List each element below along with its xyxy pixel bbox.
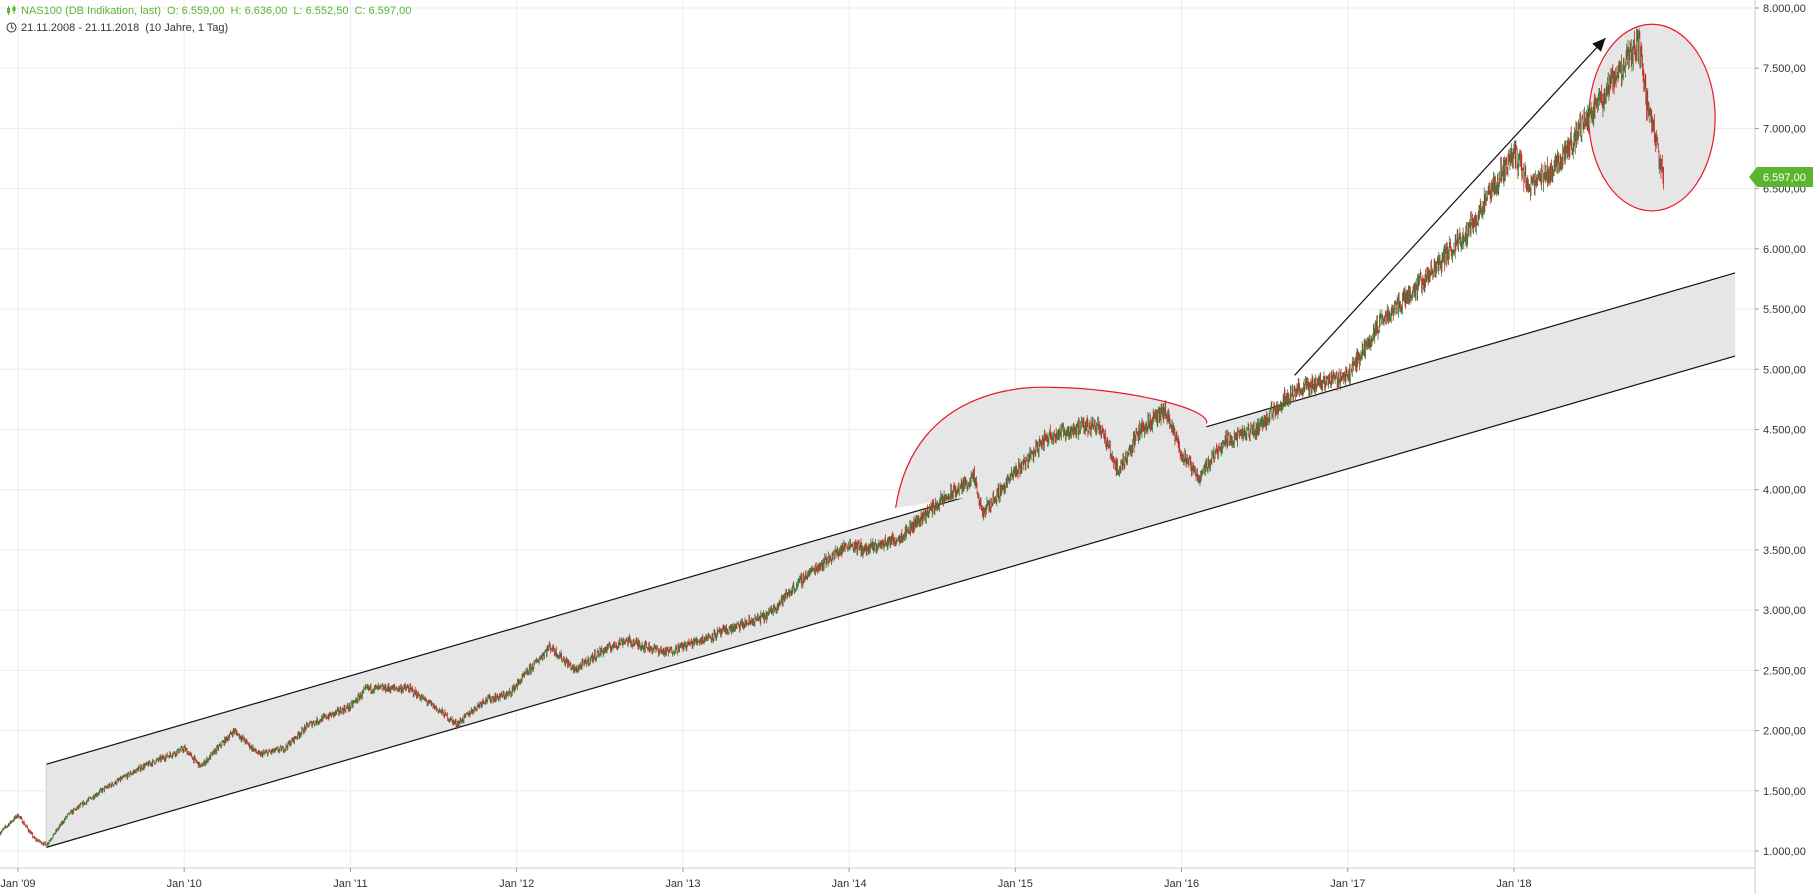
x-tick-label: Jan '14 [832,878,867,890]
y-tick-label: 4.500,00 [1763,425,1806,437]
x-tick-label: Jan '11 [333,878,367,890]
instrument-name: NAS100 (DB Indikation, last) [21,5,162,17]
last-price-marker: 6.597,00 [1749,166,1813,187]
channel-upper-line [46,272,1736,765]
last-price-tag [1749,166,1813,187]
y-tick-label: 6.000,00 [1763,244,1806,256]
x-tick-label: Jan '16 [1164,878,1199,890]
x-tick-label: Jan '17 [1330,878,1365,890]
x-tick-label: Jan '10 [167,878,202,890]
y-tick-label: 2.500,00 [1763,665,1806,677]
y-tick-label: 1.500,00 [1763,786,1806,798]
trend-arrow [1294,37,1606,376]
y-tick-label: 8.000,00 [1763,3,1806,15]
y-tick-label: 3.000,00 [1763,605,1806,617]
low-value: L: 6.552,50 [293,5,349,17]
period-label: (10 Jahre, 1 Tag) [145,22,229,34]
y-tick-label: 5.000,00 [1763,364,1806,376]
date-range: 21.11.2008 - 21.11.2018 [21,22,140,34]
grid-lines [0,0,1756,894]
last-price-label: 6.597,00 [1763,172,1806,184]
high-value: H: 6.636,00 [230,5,288,17]
close-value: C: 6.597,00 [354,5,412,17]
candlestick-series [0,27,1664,847]
channel-fill [46,272,1736,848]
y-tick-label: 7.000,00 [1763,123,1806,135]
y-tick-label: 2.000,00 [1763,726,1806,738]
x-axis: Jan '09 Jan '10 Jan '11 Jan '12 Jan '13 Jan '… [0,868,1532,890]
arrow-head [1592,38,1606,52]
y-tick-label: 5.500,00 [1763,304,1806,316]
y-tick-label: 3.500,00 [1763,545,1806,557]
open-value: O: 6.559,00 [167,5,225,17]
x-tick-label: Jan '15 [998,878,1033,890]
x-tick-label: Jan '13 [665,878,700,890]
x-tick-label: Jan '18 [1496,878,1531,890]
chart-header: NAS100 (DB Indikation, last) O: 6.559,00 H… [6,5,417,17]
x-tick-label: Jan '09 [0,878,35,890]
chart-range: 21.11.2008 - 21.11.2018 (10 Jahre, 1 Tag) [6,22,234,34]
y-axis: 1.000,00 1.500,00 2.000,00 2.500,00 3.000,00… [1755,3,1806,858]
candlestick-icon [7,5,16,15]
y-tick-label: 4.000,00 [1763,485,1806,497]
y-tick-label: 7.500,00 [1763,63,1806,75]
channel-lower-line [46,355,1736,848]
trend-channel [45,272,1736,848]
y-tick-label: 1.000,00 [1763,846,1806,858]
dome-outline [895,386,1208,508]
clock-icon [6,22,17,33]
arrow-shaft [1294,37,1606,376]
x-tick-label: Jan '12 [499,878,534,890]
